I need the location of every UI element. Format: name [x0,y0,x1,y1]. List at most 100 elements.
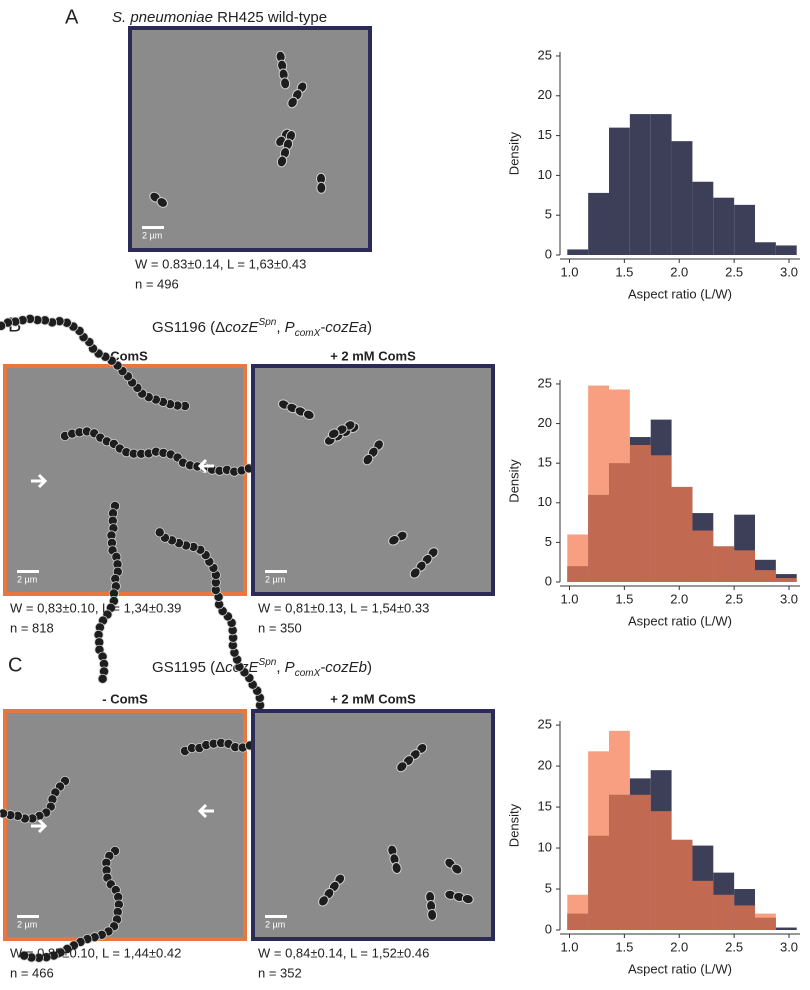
cell [318,895,329,907]
histogram-bar [713,197,735,255]
cell [276,155,288,168]
y-tick-label: 5 [545,207,552,222]
title-part: , [276,659,284,676]
x-tick-label: 1.5 [615,591,633,606]
scale-bar-label: 2 µm [265,574,285,584]
y-tick-label: 10 [538,839,552,854]
cell [0,808,9,819]
title-part: P [285,319,295,336]
y-tick-label: 25 [538,47,552,62]
histogram-bar [629,114,651,255]
y-axis-label: Density [506,803,521,847]
y-tick-label: 25 [538,375,552,390]
title-part: cozE [225,319,259,336]
cell [409,567,421,579]
title-part: Spn [259,657,277,668]
title-part: -cozEb [320,659,367,676]
x-tick-label: 2.0 [670,264,688,279]
histogram-bar [588,751,610,930]
sample-size: n = 496 [135,276,179,291]
scale-bar-label: 2 µm [17,919,37,929]
cell [154,527,165,538]
histogram-bar [609,730,630,930]
y-tick-label: 0 [545,246,552,261]
histogram-bar [692,530,714,582]
cell [287,96,298,109]
sample-size: n = 818 [10,620,54,635]
histogram-bar [588,385,610,582]
histogram-bar [775,245,797,255]
y-tick-label: 20 [538,415,552,430]
x-tick-label: 2.5 [725,939,743,954]
micrograph: 2 µm [128,26,372,252]
histogram-bar [754,570,776,582]
x-tick-label: 3.0 [780,264,798,279]
x-tick-label: 1.0 [560,939,578,954]
histogram-bar [671,141,693,255]
stats: W = 0,83±0.10, L = 1,34±0.39 [10,600,181,615]
stats: W = 0,81±0.13, L = 1,54±0.33 [258,600,429,615]
x-tick-label: 1.5 [615,264,633,279]
histogram-bar [629,444,651,582]
histogram-bar [754,242,776,255]
histogram-bar [775,578,797,582]
histogram-bar [775,574,797,582]
stats: W = 0.83±0.14, L = 1,63±0.43 [135,256,306,271]
x-tick-label: 2.0 [670,939,688,954]
histogram-bar [734,204,755,255]
histogram-bar [567,249,589,255]
title-part: comX [295,328,321,339]
cell [19,950,30,961]
y-tick-label: 0 [545,573,552,588]
title-part: Spn [259,317,277,328]
x-axis-label: Aspect ratio (L/W) [628,613,732,628]
histogram-bar [629,794,651,930]
y-tick-label: 15 [538,455,552,470]
title-part: -cozEa [320,319,367,336]
scale-bar [265,570,287,573]
stats: W = 0,85±0.10, L = 1,44±0.42 [10,945,181,960]
sample-size: n = 350 [258,620,302,635]
histogram-bar [775,927,797,930]
panel-label: C [8,654,22,676]
cell [156,197,168,208]
x-tick-label: 3.0 [780,939,798,954]
title-part: P [285,659,295,676]
title-part: RH425 wild-type [213,9,327,26]
cell [97,673,108,684]
cell [327,428,340,439]
scale-bar-label: 2 µm [265,919,285,929]
histogram-bar [671,839,693,930]
condition-label: + 2 mM ComS [330,348,416,363]
title-part: GS1195 (Δ [152,659,225,676]
condition-label: - ComS [102,691,148,706]
histogram-bar [692,181,714,255]
stats: W = 0,84±0.14, L = 1,52±0.46 [258,945,429,960]
cell [396,761,408,773]
title-part: GS1196 (Δ [152,319,225,336]
histogram-bar [567,894,589,930]
x-tick-label: 1.5 [615,939,633,954]
histogram-bar [713,546,735,582]
histogram-bar [650,114,672,255]
histogram-bar [671,486,693,582]
cell [451,863,463,875]
y-tick-label: 10 [538,494,552,509]
histogram-bar [588,192,610,255]
x-tick-label: 2.0 [670,591,688,606]
histogram-bar [734,550,755,582]
arrow [31,473,48,489]
histogram-bar [692,880,714,930]
histogram-bar [650,455,672,582]
micrograph-background [251,364,495,596]
y-tick-label: 20 [538,758,552,773]
cell [388,535,400,546]
micrograph: 2 µm [251,709,495,941]
cell [316,181,327,194]
title-part: S. pneumoniae [112,9,213,26]
micrograph: 2 µm [0,527,267,963]
panel-title: GS1195 (ΔcozESpn, PcomX-cozEb) [152,657,372,679]
arrow [197,458,214,474]
y-tick-label: 15 [538,798,552,813]
